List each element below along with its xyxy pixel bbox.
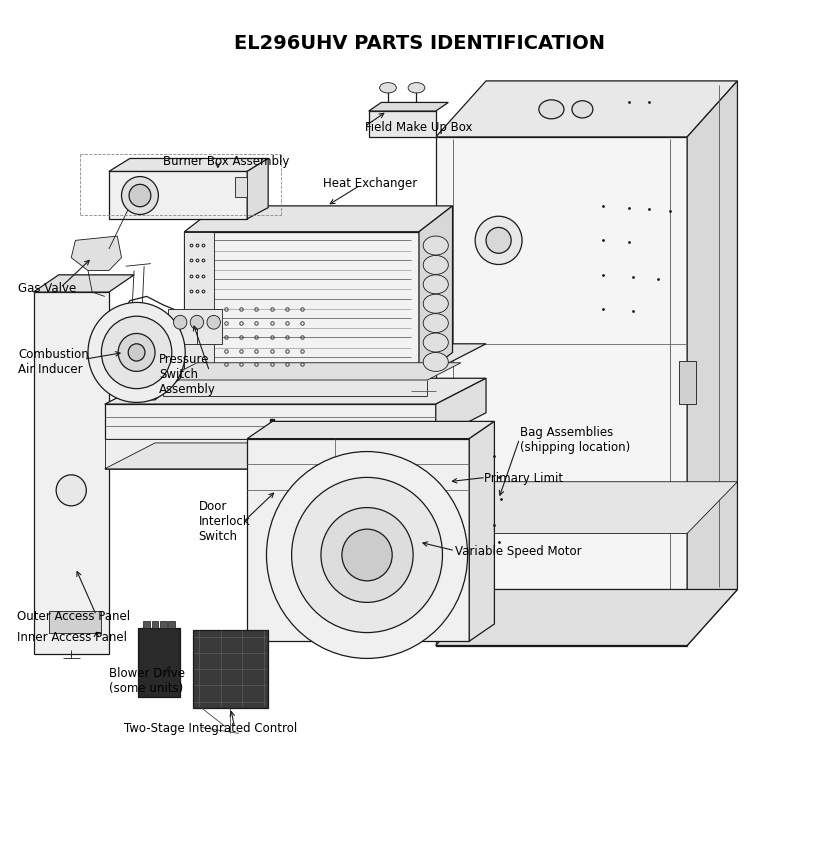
Ellipse shape	[423, 334, 448, 353]
Polygon shape	[436, 590, 737, 646]
Polygon shape	[152, 622, 158, 629]
Text: Two-Stage Integrated Control: Two-Stage Integrated Control	[124, 721, 297, 734]
Polygon shape	[687, 82, 737, 646]
Circle shape	[266, 452, 468, 659]
Circle shape	[475, 217, 522, 265]
Polygon shape	[679, 362, 696, 405]
Circle shape	[101, 317, 172, 389]
Polygon shape	[105, 344, 486, 370]
Text: Burner Box Assembly: Burner Box Assembly	[163, 155, 290, 168]
Text: Door
Interlock
Switch: Door Interlock Switch	[199, 499, 251, 542]
Polygon shape	[184, 232, 214, 379]
Polygon shape	[369, 112, 436, 138]
Circle shape	[292, 478, 442, 633]
Polygon shape	[469, 422, 494, 641]
Polygon shape	[160, 622, 167, 629]
Text: Variable Speed Motor: Variable Speed Motor	[455, 544, 582, 558]
Circle shape	[342, 530, 392, 581]
Polygon shape	[109, 172, 247, 220]
Ellipse shape	[423, 294, 448, 313]
Text: Combustion
Air Inducer: Combustion Air Inducer	[18, 348, 89, 375]
Polygon shape	[34, 293, 109, 654]
Polygon shape	[105, 379, 486, 405]
Polygon shape	[49, 611, 101, 633]
Text: EL296UHV PARTS IDENTIFICATION: EL296UHV PARTS IDENTIFICATION	[234, 34, 604, 53]
Polygon shape	[105, 405, 436, 439]
Text: Pressure
Switch
Assembly: Pressure Switch Assembly	[159, 353, 216, 396]
Text: Bag Assemblies
(shipping location): Bag Assemblies (shipping location)	[520, 425, 630, 453]
Text: Heat Exchanger: Heat Exchanger	[323, 177, 416, 189]
Ellipse shape	[380, 84, 396, 94]
Ellipse shape	[423, 237, 448, 256]
Polygon shape	[71, 237, 122, 271]
Ellipse shape	[572, 102, 593, 119]
Ellipse shape	[408, 84, 425, 94]
Circle shape	[128, 344, 145, 362]
Circle shape	[207, 316, 220, 330]
Text: Primary Limit: Primary Limit	[484, 471, 563, 485]
Ellipse shape	[423, 257, 448, 275]
Polygon shape	[247, 159, 268, 220]
Polygon shape	[184, 207, 453, 232]
Circle shape	[122, 177, 158, 215]
Polygon shape	[138, 629, 180, 697]
Polygon shape	[436, 379, 486, 439]
Polygon shape	[105, 439, 436, 469]
Polygon shape	[168, 310, 222, 344]
Polygon shape	[247, 439, 469, 641]
Polygon shape	[247, 422, 494, 439]
Text: Gas Valve: Gas Valve	[18, 282, 77, 295]
Ellipse shape	[423, 314, 448, 333]
Polygon shape	[105, 344, 155, 370]
Polygon shape	[436, 482, 737, 534]
Polygon shape	[436, 138, 687, 646]
Polygon shape	[143, 622, 150, 629]
Polygon shape	[436, 82, 737, 138]
Circle shape	[88, 303, 185, 403]
Ellipse shape	[423, 353, 448, 372]
Polygon shape	[193, 630, 268, 708]
Text: Inner Access Panel: Inner Access Panel	[17, 630, 127, 644]
Polygon shape	[34, 276, 134, 293]
Ellipse shape	[539, 101, 564, 120]
Circle shape	[56, 475, 86, 506]
Circle shape	[129, 185, 151, 208]
Text: Field Make Up Box: Field Make Up Box	[365, 121, 472, 133]
Polygon shape	[184, 232, 419, 379]
Polygon shape	[335, 525, 398, 568]
Circle shape	[486, 228, 511, 254]
Polygon shape	[163, 363, 461, 381]
Polygon shape	[369, 103, 448, 112]
Ellipse shape	[423, 276, 448, 294]
Polygon shape	[168, 622, 175, 629]
Polygon shape	[235, 178, 247, 198]
Text: Outer Access Panel: Outer Access Panel	[17, 609, 130, 623]
Polygon shape	[105, 443, 486, 469]
Circle shape	[118, 334, 155, 372]
Circle shape	[321, 508, 413, 603]
Circle shape	[190, 316, 204, 330]
Circle shape	[173, 316, 187, 330]
Polygon shape	[419, 207, 453, 379]
Polygon shape	[109, 159, 268, 172]
Text: Blower Drive
(some units): Blower Drive (some units)	[109, 666, 185, 694]
